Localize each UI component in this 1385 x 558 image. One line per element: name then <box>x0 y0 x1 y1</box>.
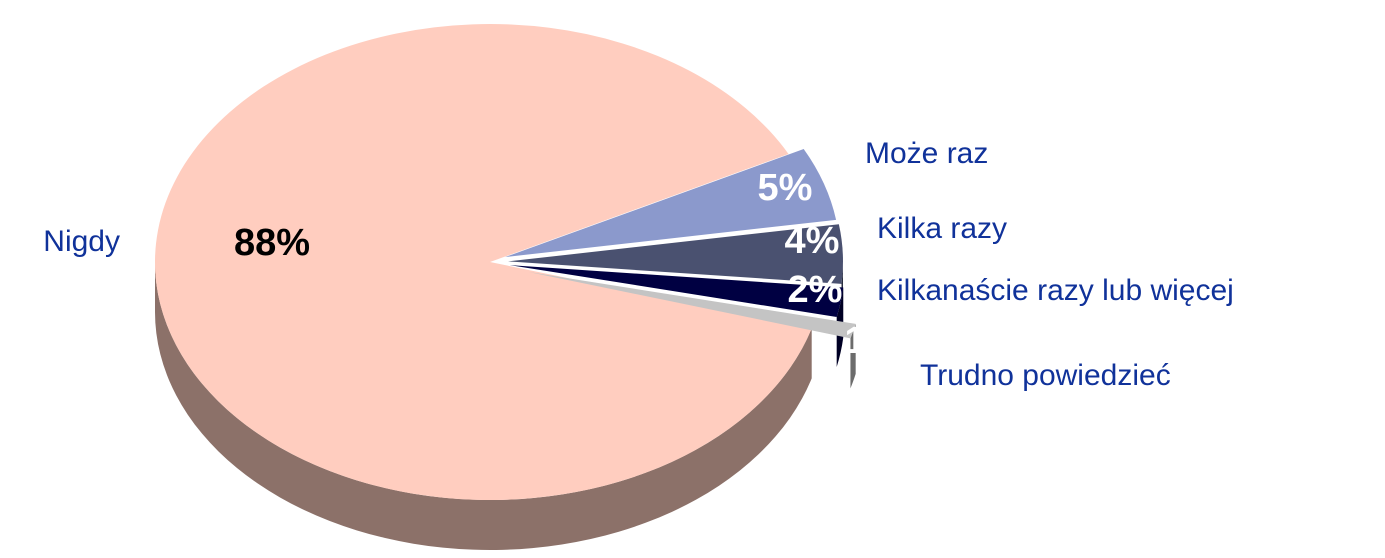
slice-side <box>850 323 856 389</box>
slice-name: Kilkanaście razy lub więcej <box>877 274 1234 307</box>
slice-side <box>155 262 812 551</box>
slice-name: Nigdy <box>43 225 120 258</box>
data-label: 5% <box>758 167 813 209</box>
slice-name: Kilka razy <box>877 212 1007 245</box>
slice <box>507 224 843 284</box>
data-label: 1% <box>845 320 900 362</box>
slice-name: Trudno powiedzieć <box>920 359 1171 392</box>
slice <box>505 149 837 258</box>
slice <box>155 24 812 501</box>
slice-name: Może raz <box>865 137 988 170</box>
slice <box>509 265 844 318</box>
data-label: 88% <box>234 222 310 264</box>
data-label: 2% <box>788 269 843 311</box>
slice <box>528 271 856 339</box>
data-label: 4% <box>785 220 840 262</box>
